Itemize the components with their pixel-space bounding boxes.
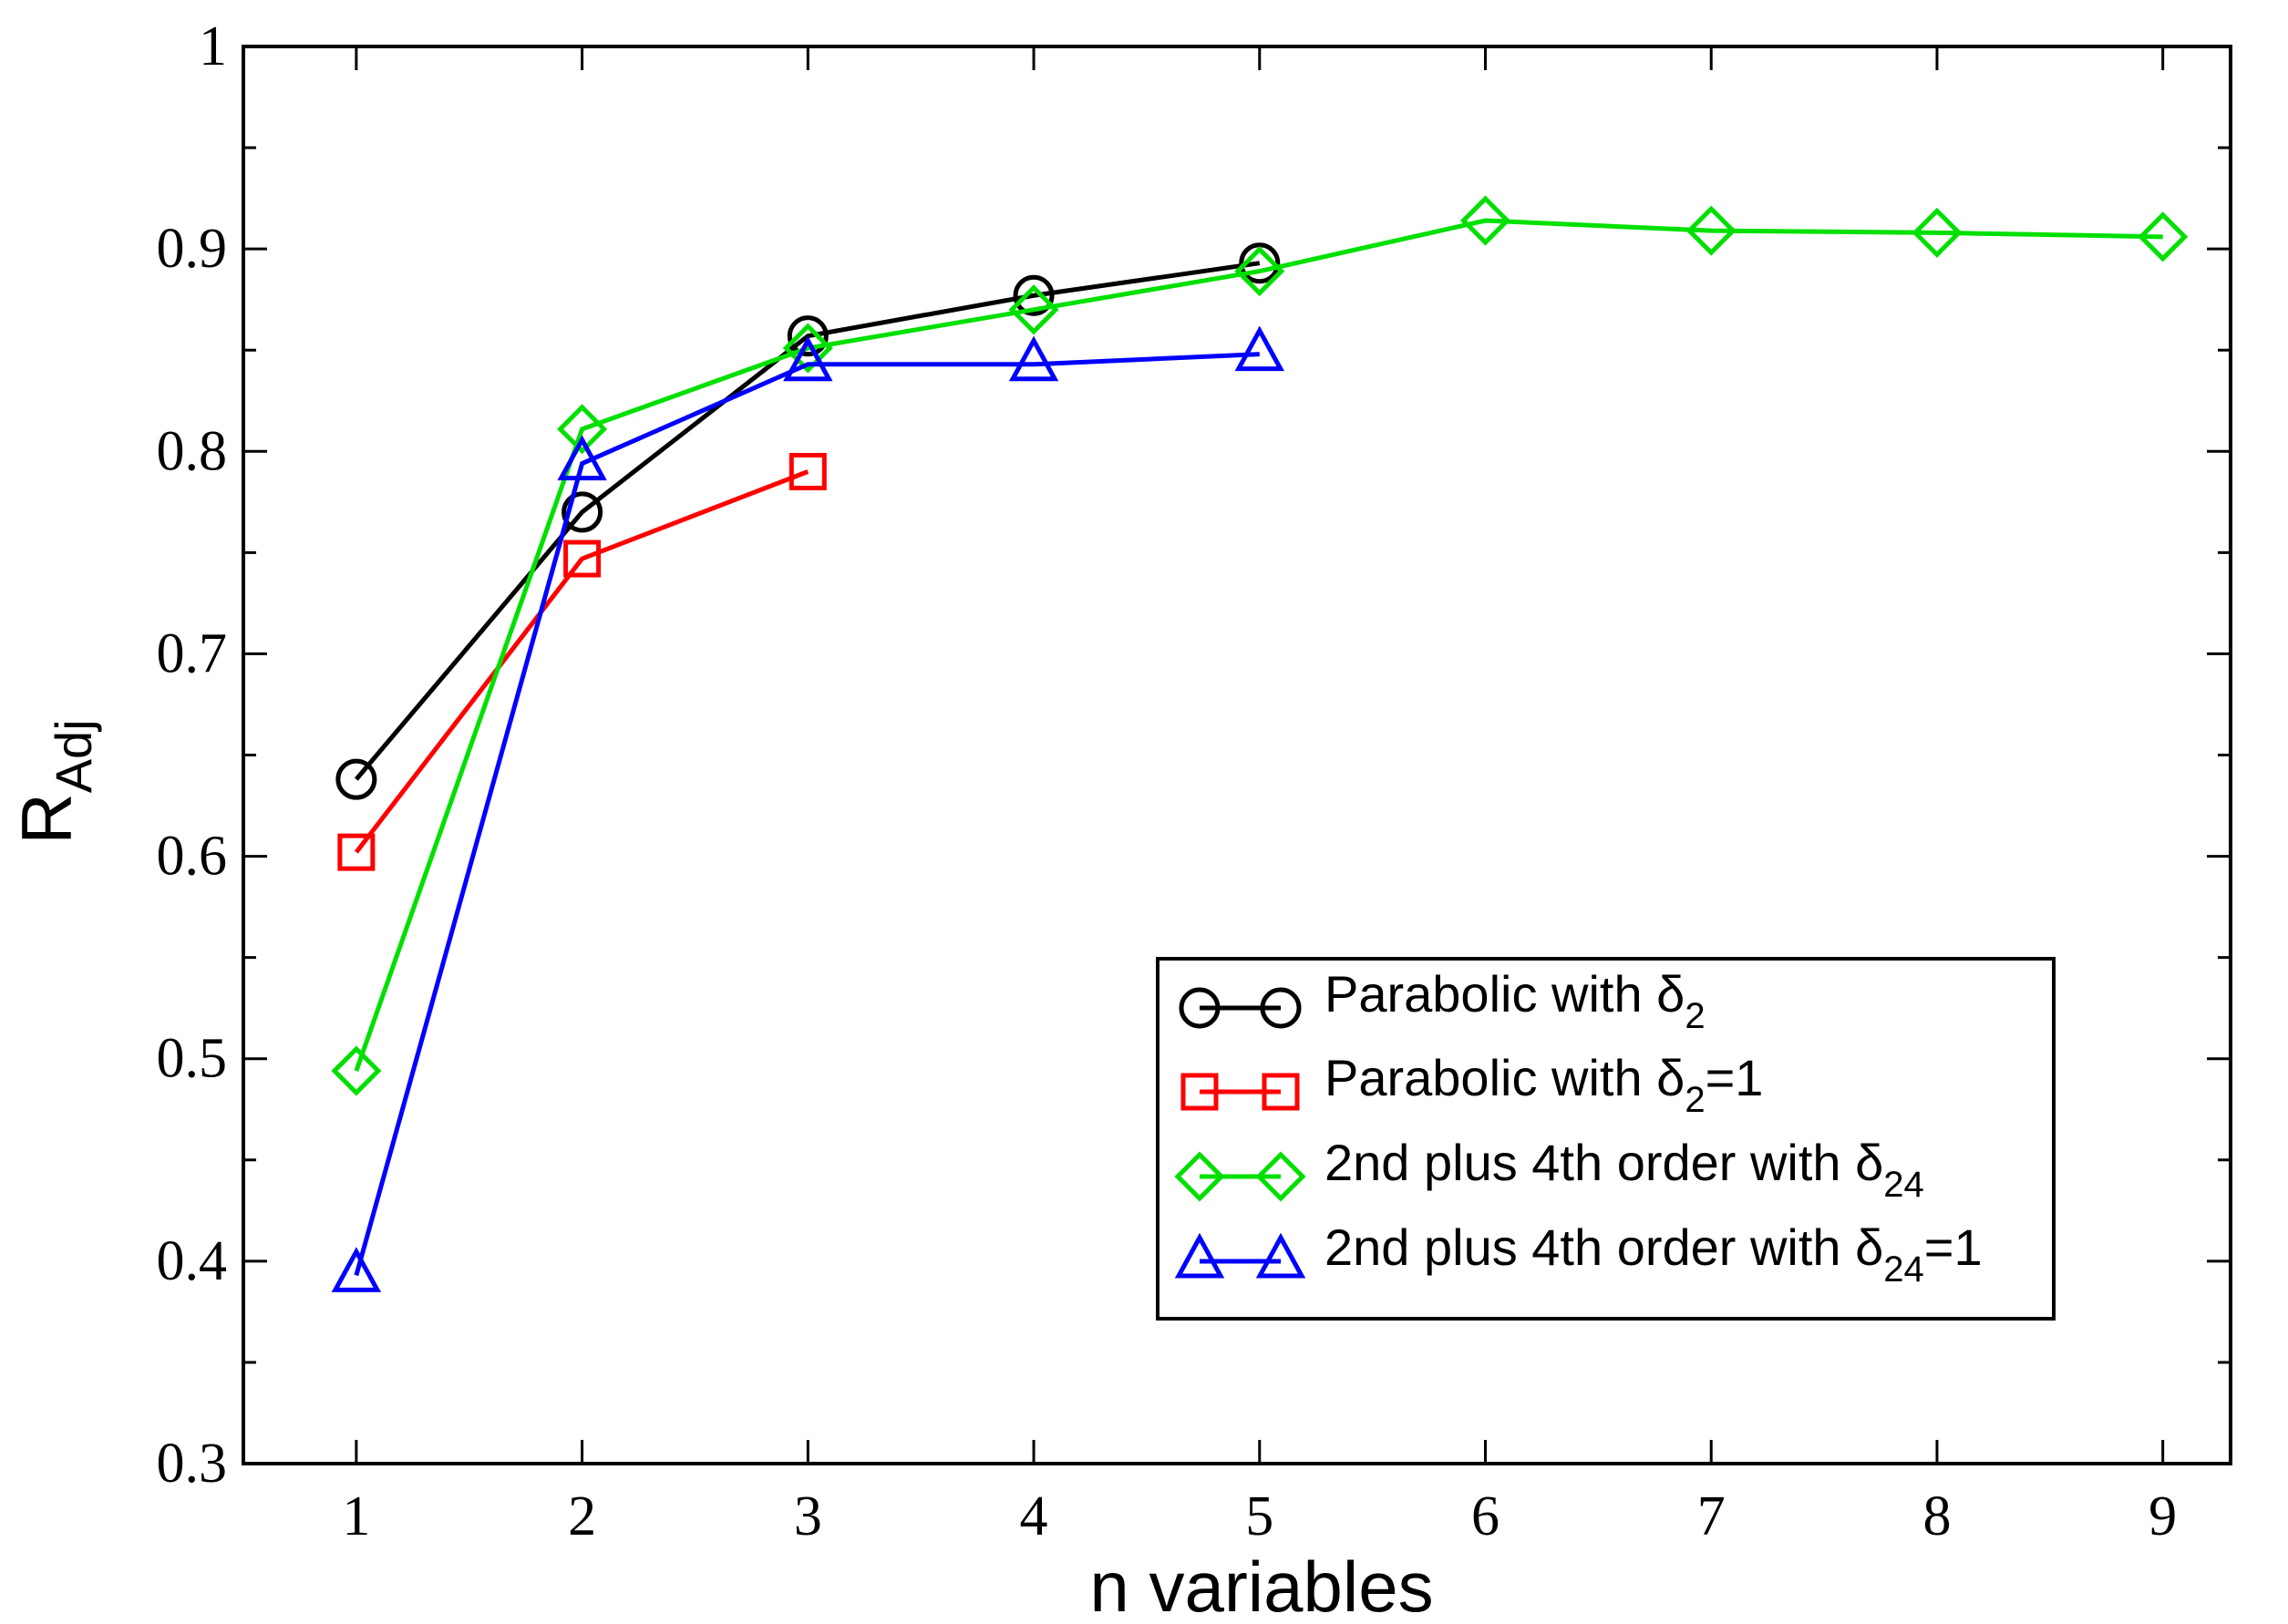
x-tick-label: 6 [1471,1485,1500,1547]
diamond-marker [782,323,833,374]
square-marker [788,453,827,490]
legend-entry: 2nd plus 4th order with δ24 [1174,1134,1924,1205]
diamond-marker [2138,211,2189,262]
diamond-marker [1174,1151,1225,1202]
y-tick-label: 0.7 [157,622,228,684]
circle-marker [1239,242,1281,284]
x-tick-label: 7 [1697,1485,1726,1547]
series-line [354,352,1260,1277]
x-tick-label: 5 [1245,1485,1273,1547]
diamond-marker [331,1045,382,1096]
circle-marker [1260,987,1302,1029]
y-tick-label: 0.6 [157,826,228,888]
x-tick-label: 3 [794,1485,822,1547]
triangle-marker [783,335,833,382]
circle-marker [787,315,829,357]
series-line [354,218,2163,1072]
triangle-marker [1008,335,1059,382]
x-tick-label: 4 [1020,1485,1048,1547]
diamond-marker [557,404,608,455]
legend-label: Parabolic with δ2 [1324,965,1706,1036]
x-tick-label: 2 [568,1485,596,1547]
triangle-marker [557,435,607,481]
axis-ticks: 1 2 3 4 5 6 7 8 9 0.3 0.4 0.5 0.6 0.7 0.8 0.9 1 [157,15,2231,1547]
y-tick-label: 0.8 [157,420,228,482]
legend-entry: Parabolic with δ2=1 [1180,1049,1763,1120]
legend-label: 2nd plus 4th order with δ24 [1324,1134,1924,1205]
series-layer [331,195,2189,1292]
y-tick-label: 0.9 [157,218,228,280]
diamond-marker [1685,205,1737,256]
x-tick-label: 1 [342,1485,370,1547]
series-diamond [331,195,2189,1096]
diamond-marker [1459,195,1511,246]
legend-box [1156,957,2056,1321]
triangle-marker [1255,1232,1306,1279]
circle-marker [562,491,603,533]
square-marker [337,833,376,871]
series-line [354,469,809,854]
y-tick-label: 0.4 [157,1230,228,1292]
triangle-marker [1174,1232,1225,1279]
square-marker [563,540,602,578]
triangle-marker [331,1247,382,1292]
legend-entry: 2nd plus 4th order with δ24=1 [1174,1218,1983,1290]
diamond-marker [1912,207,1963,258]
legend: Parabolic with δ2 Parabolic with δ2=1 2nd … [1156,957,2056,1321]
series-square [337,453,827,871]
diamond-marker [1234,246,1285,297]
x-axis-label: n variables [1089,1547,1433,1624]
y-tick-label: 0.3 [157,1433,228,1495]
y-tick-label: 0.5 [157,1028,228,1090]
series-triangle [331,325,1284,1292]
legend-entry: Parabolic with δ2 [1179,965,1706,1036]
y-axis-label: RAdj [6,719,102,844]
circle-marker [335,758,377,800]
legend-label: 2nd plus 4th order with δ24=1 [1324,1218,1983,1290]
x-tick-label: 8 [1922,1485,1951,1547]
triangle-marker [1234,325,1284,372]
circle-marker [1179,987,1221,1029]
diamond-marker [1255,1151,1306,1202]
legend-label: Parabolic with δ2=1 [1324,1049,1763,1120]
square-marker [1262,1073,1300,1111]
square-marker [1180,1073,1219,1111]
y-tick-label: 1 [199,15,227,77]
diamond-marker [1008,284,1059,335]
circle-marker [1013,274,1055,316]
x-tick-label: 9 [2149,1485,2177,1547]
